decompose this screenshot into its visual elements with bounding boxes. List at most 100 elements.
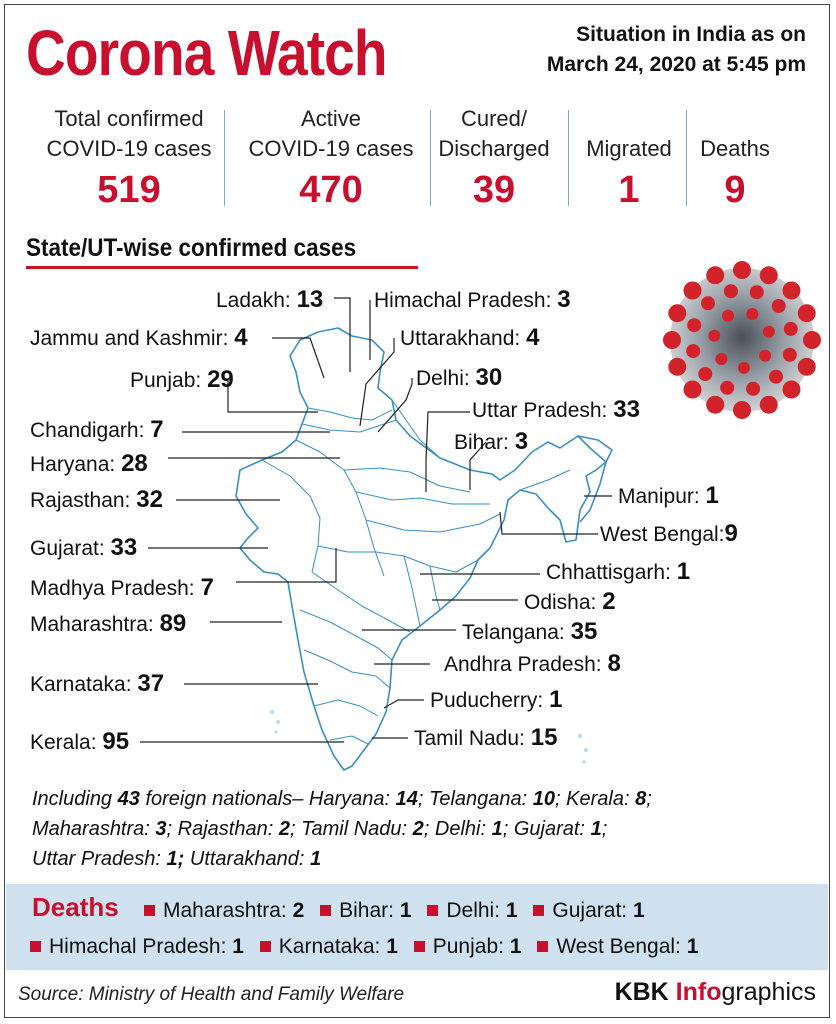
state-label-uttarakhand: Uttarakhand: 4 xyxy=(400,324,540,351)
virus-spike xyxy=(663,331,681,349)
stat-total-confirmed: Total confirmed COVID-19 cases 519 xyxy=(26,104,232,214)
virus-spike xyxy=(668,304,687,323)
bullet-square-icon xyxy=(537,940,549,952)
state-label-jammu-kashmir: Jammu and Kashmir: 4 xyxy=(30,324,248,351)
stat-value: 519 xyxy=(97,169,161,211)
stat-divider xyxy=(686,110,687,206)
leader-line xyxy=(499,511,598,535)
deaths-row-1: Maharashtra: 2 Bihar: 1 Delhi: 1 Gujarat… xyxy=(134,896,645,926)
state-label-tamil-nadu: Tamil Nadu: 15 xyxy=(414,724,558,751)
india-outline xyxy=(235,327,613,771)
bullet-square-icon xyxy=(427,904,439,916)
leader-line xyxy=(272,337,325,379)
virus-spike xyxy=(722,309,734,322)
state-borders xyxy=(261,399,571,745)
ne-india-outline xyxy=(577,435,607,523)
situation-timestamp: Situation in India as on March 24, 2020 … xyxy=(486,20,806,80)
islands xyxy=(270,710,589,764)
state-label-rajasthan: Rajasthan: 32 xyxy=(30,486,163,513)
situation-line-2: March 24, 2020 at 5:45 pm xyxy=(546,53,806,76)
virus-spike xyxy=(749,285,764,300)
virus-spike xyxy=(706,395,725,414)
stat-value: 470 xyxy=(299,169,363,211)
island-dot xyxy=(583,747,589,753)
brand-logo: KBK Infographics xyxy=(614,978,816,1006)
island-dot xyxy=(276,720,280,724)
virus-spikes xyxy=(663,261,821,419)
section-title: State/UT-wise confirmed cases xyxy=(26,234,357,262)
section-underline xyxy=(26,266,418,269)
virus-spike xyxy=(746,308,759,320)
stat-divider xyxy=(568,110,569,206)
bullet-square-icon xyxy=(320,904,332,916)
bullet-square-icon xyxy=(144,904,155,916)
bullet-square-icon xyxy=(30,940,41,952)
virus-spike xyxy=(771,299,786,313)
island-dot xyxy=(577,733,583,739)
virus-spike xyxy=(686,344,701,359)
deaths-row-2: Himachal Pradesh: 1 Karnataka: 1 Punjab:… xyxy=(20,932,698,962)
virus-spike xyxy=(720,380,735,395)
leader-line xyxy=(236,548,337,583)
state-label-madhya-pradesh: Madhya Pradesh: 7 xyxy=(30,574,214,601)
state-label-chandigarh: Chandigarh: 7 xyxy=(30,416,164,443)
page-title: Corona Watch xyxy=(26,17,388,89)
state-label-manipur: Manipur: 1 xyxy=(618,482,719,509)
deaths-panel: Deaths Maharashtra: 2 Bihar: 1 Delhi: 1 … xyxy=(6,884,828,970)
leader-line xyxy=(377,378,413,433)
virus-spike xyxy=(733,401,751,419)
island-dot xyxy=(270,710,274,714)
island-dot xyxy=(274,730,278,734)
virus-spike xyxy=(733,261,751,279)
state-label-kerala: Kerala: 95 xyxy=(30,728,130,755)
leader-line xyxy=(227,380,318,413)
state-label-bihar: Bihar: 3 xyxy=(454,428,529,455)
stat-label: Migrated xyxy=(586,136,672,161)
state-label-uttar-pradesh: Uttar Pradesh: 33 xyxy=(472,396,640,423)
virus-spike xyxy=(715,353,728,365)
stat-value: 1 xyxy=(618,169,640,211)
state-label-telangana: Telangana: 35 xyxy=(462,618,598,645)
stat-value: 39 xyxy=(472,169,516,211)
situation-line-1: Situation in India as on xyxy=(576,23,806,46)
state-label-ladakh: Ladakh: 13 xyxy=(216,286,324,313)
virus-spike xyxy=(762,325,775,338)
virus-spike xyxy=(698,367,713,381)
source-note: Source: Ministry of Health and Family We… xyxy=(18,984,405,1005)
stat-deaths: Deaths 9 xyxy=(692,104,778,214)
virus-spike xyxy=(759,349,772,362)
bullet-square-icon xyxy=(259,940,271,952)
stat-cured: Cured/Discharged 39 xyxy=(432,104,556,214)
infographic-frame xyxy=(4,4,830,1018)
virus-spike xyxy=(759,266,778,285)
virus-spike xyxy=(668,357,687,376)
state-label-delhi: Delhi: 30 xyxy=(416,364,503,391)
virus-spike xyxy=(782,281,801,300)
state-label-karnataka: Karnataka: 37 xyxy=(30,670,165,697)
state-label-west-bengal: West Bengal:9 xyxy=(600,520,738,547)
state-label-odisha: Odisha: 2 xyxy=(524,588,616,615)
virus-spike xyxy=(683,281,702,300)
stat-label: Deaths xyxy=(700,136,770,161)
virus-spike xyxy=(687,318,702,333)
foreign-nationals-note: Including 43 foreign nationals– Haryana:… xyxy=(32,788,652,870)
state-label-punjab: Punjab: 29 xyxy=(130,366,234,393)
stat-label: Cured/Discharged xyxy=(438,106,550,161)
leader-line xyxy=(334,297,351,372)
leader-lines xyxy=(140,297,612,743)
stat-label: Active COVID-19 cases xyxy=(248,106,414,161)
bullet-square-icon xyxy=(533,904,545,916)
leader-line xyxy=(383,699,424,709)
bullet-square-icon xyxy=(413,940,425,952)
state-label-haryana: Haryana: 28 xyxy=(30,450,148,477)
virus-spike xyxy=(782,347,797,362)
state-label-gujarat: Gujarat: 33 xyxy=(30,534,138,561)
state-label-maharashtra: Maharashtra: 89 xyxy=(30,610,187,637)
island-dot xyxy=(582,760,586,764)
virus-spike xyxy=(759,395,778,414)
leader-line xyxy=(469,441,487,490)
stat-migrated: Migrated 1 xyxy=(574,104,684,214)
virus-spike xyxy=(723,284,738,299)
leader-line xyxy=(359,338,395,427)
stat-divider xyxy=(430,110,431,206)
